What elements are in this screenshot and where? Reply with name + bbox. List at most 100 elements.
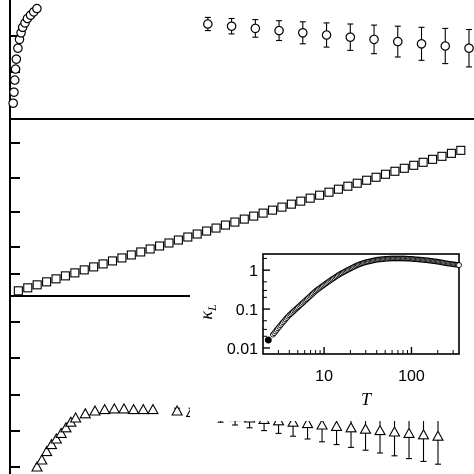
middle-marker-square xyxy=(296,196,306,206)
top-marker-circle xyxy=(9,75,20,85)
top-marker-circle xyxy=(32,3,42,14)
middle-marker-square xyxy=(343,181,353,191)
bottom-marker-triangle xyxy=(301,417,314,429)
middle-marker-square xyxy=(446,148,456,158)
middle-marker-square xyxy=(239,214,249,224)
middle-marker-square xyxy=(107,256,118,266)
inset-xlabel: T xyxy=(361,389,373,409)
middle-marker-square xyxy=(380,169,391,179)
middle-marker-square xyxy=(42,277,52,287)
bottom-marker-triangle xyxy=(171,404,184,416)
inset-point-filled xyxy=(264,336,272,344)
top-marker-circle xyxy=(274,25,284,36)
inset-xtick-label: 10 xyxy=(315,368,333,385)
top-marker-circle xyxy=(8,98,18,108)
bottom-marker-triangle xyxy=(417,428,430,440)
middle-marker-square xyxy=(183,232,193,242)
middle-marker-square xyxy=(428,154,438,164)
top-marker-circle xyxy=(392,36,403,47)
middle-marker-square xyxy=(145,244,155,254)
middle-marker-square xyxy=(51,274,61,284)
middle-marker-square xyxy=(164,238,174,248)
middle-marker-square xyxy=(324,187,334,197)
inset-point xyxy=(456,262,462,268)
inset-frame xyxy=(262,253,460,355)
middle-marker-square xyxy=(277,202,287,212)
bottom-marker-triangle xyxy=(330,420,343,431)
top-marker-circle xyxy=(440,41,451,51)
middle-marker-square xyxy=(390,166,400,176)
middle-marker-square xyxy=(409,160,419,170)
middle-marker-square xyxy=(230,217,240,227)
middle-marker-square xyxy=(267,205,278,215)
bottom-marker-triangle xyxy=(50,432,63,444)
middle-marker-square xyxy=(202,226,212,236)
middle-marker-square xyxy=(79,265,89,275)
top-marker-circle xyxy=(226,21,237,31)
top-panel-markers xyxy=(8,3,474,108)
top-marker-circle xyxy=(416,38,427,49)
bottom-marker-triangle xyxy=(40,445,53,457)
bottom-marker-triangle xyxy=(374,424,386,436)
top-marker-circle xyxy=(203,19,213,29)
top-marker-circle xyxy=(369,34,379,45)
middle-marker-square xyxy=(155,241,165,251)
top-panel-error-bars xyxy=(204,16,472,68)
top-marker-circle xyxy=(321,30,332,40)
inset-ylabel-main: κ xyxy=(196,311,216,320)
top-marker-circle xyxy=(345,32,356,42)
middle-panel xyxy=(9,119,474,297)
inset-ytick-label: 1 xyxy=(249,263,258,280)
middle-marker-square xyxy=(220,220,231,230)
middle-marker-square xyxy=(13,286,23,296)
middle-marker-square xyxy=(305,193,315,203)
middle-marker-square xyxy=(333,184,343,194)
bottom-marker-triangle xyxy=(403,427,415,438)
bottom-marker-triangle xyxy=(432,430,444,441)
bottom-marker-triangle xyxy=(127,403,140,415)
bottom-marker-triangle xyxy=(108,402,121,414)
middle-marker-square xyxy=(371,172,381,182)
middle-marker-square xyxy=(192,229,202,239)
top-marker-circle xyxy=(298,27,308,38)
middle-panel-markers xyxy=(13,145,466,296)
inset-points xyxy=(264,255,462,344)
middle-marker-square xyxy=(315,190,325,200)
middle-marker-square xyxy=(286,199,296,209)
middle-marker-square xyxy=(89,262,99,272)
middle-marker-square xyxy=(258,208,268,218)
bottom-marker-triangle xyxy=(287,416,299,427)
inset-ytick-label: 0.01 xyxy=(227,341,258,358)
bottom-marker-triangle xyxy=(60,421,72,433)
inset-chart: 0.01 0.1 1 10 100 κL T xyxy=(190,246,474,421)
middle-marker-square xyxy=(437,151,447,161)
middle-marker-square xyxy=(418,157,428,167)
middle-marker-square xyxy=(70,268,80,278)
middle-marker-square xyxy=(249,211,259,221)
middle-marker-square xyxy=(60,271,70,281)
middle-marker-square xyxy=(211,223,221,233)
top-marker-circle xyxy=(464,43,474,53)
middle-marker-square xyxy=(362,175,372,185)
middle-marker-square xyxy=(352,178,362,188)
bottom-marker-triangle xyxy=(316,418,328,430)
middle-marker-square xyxy=(126,250,136,260)
bottom-marker-triangle xyxy=(45,438,58,450)
bottom-marker-triangle xyxy=(31,460,43,472)
inset-ylabel-subscript: L xyxy=(205,304,219,312)
bottom-marker-triangle xyxy=(35,453,48,465)
inset-background xyxy=(190,246,474,421)
top-marker-circle xyxy=(10,64,21,74)
bottom-panel-ticks xyxy=(10,321,20,468)
top-marker-circle xyxy=(13,43,23,53)
middle-marker-square xyxy=(399,163,409,173)
bottom-marker-triangle xyxy=(147,403,159,415)
middle-marker-square xyxy=(136,247,146,257)
top-marker-circle xyxy=(11,54,22,64)
bottom-marker-triangle xyxy=(98,403,111,415)
top-marker-circle xyxy=(9,87,19,97)
top-marker-circle xyxy=(250,23,261,34)
bottom-marker-triangle xyxy=(345,421,357,433)
bottom-marker-triangle xyxy=(118,402,130,414)
